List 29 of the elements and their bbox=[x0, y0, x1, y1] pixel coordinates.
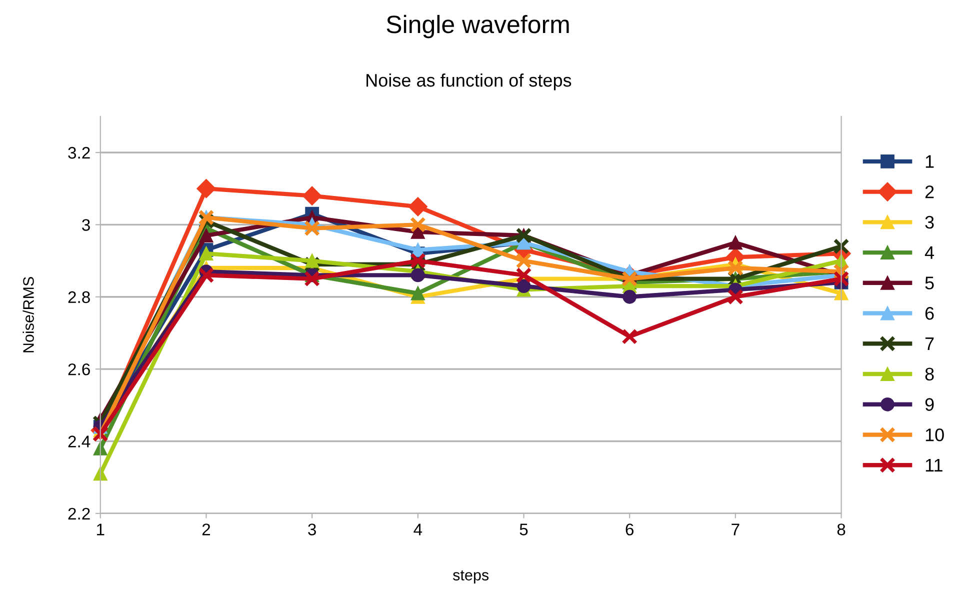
x-tick-label: 1 bbox=[97, 524, 104, 536]
legend-label: 2 bbox=[925, 185, 934, 198]
x-tick-label: 3 bbox=[308, 524, 316, 536]
legend-label: 10 bbox=[926, 428, 944, 442]
y-tick-label: 3 bbox=[82, 219, 90, 231]
y-tick-label: 2.8 bbox=[68, 291, 90, 304]
chart-subtitle: Noise as function of steps bbox=[366, 73, 572, 90]
y-axis-title: Noise/RMS bbox=[22, 276, 34, 352]
legend-label: 9 bbox=[925, 398, 934, 411]
legend-label: 5 bbox=[925, 276, 934, 290]
legend-label: 7 bbox=[925, 338, 934, 350]
y-tick-label: 2.6 bbox=[68, 363, 90, 376]
x-tick-label: 6 bbox=[626, 524, 634, 536]
x-tick-label: 8 bbox=[837, 524, 846, 536]
y-tick-label: 2.2 bbox=[68, 508, 90, 520]
x-tick-label: 4 bbox=[414, 524, 422, 536]
legend-label: 11 bbox=[926, 459, 942, 472]
x-tick-label: 5 bbox=[520, 524, 528, 536]
legend-label: 4 bbox=[924, 246, 934, 259]
y-tick-label: 2.4 bbox=[68, 436, 90, 448]
legend-label: 1 bbox=[926, 155, 934, 168]
x-axis-title: steps bbox=[453, 570, 489, 584]
legend-label: 6 bbox=[925, 306, 934, 320]
x-tick-label: 2 bbox=[202, 524, 210, 536]
x-tick-label: 7 bbox=[732, 524, 740, 536]
legend-label: 3 bbox=[925, 216, 934, 229]
chart-title: Single waveform bbox=[386, 14, 569, 38]
y-tick-label: 3.2 bbox=[68, 146, 90, 159]
legend-label: 8 bbox=[925, 368, 934, 381]
